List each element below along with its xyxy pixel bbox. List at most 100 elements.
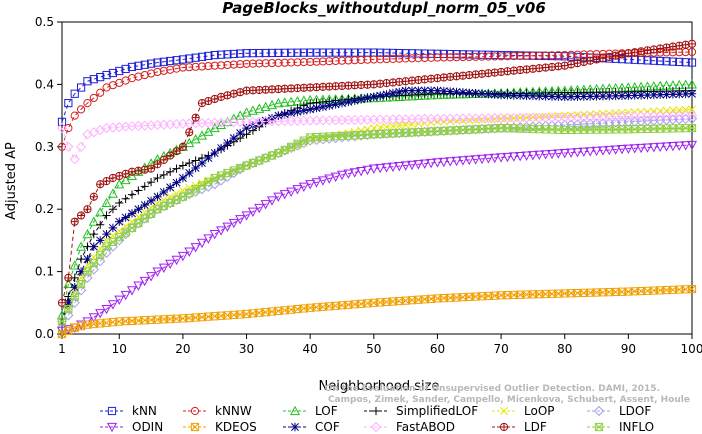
- data-point-LoOP: [688, 105, 696, 114]
- data-point-COF: [439, 86, 449, 96]
- data-point-kNNW: [146, 69, 156, 78]
- data-point-INFLO: [286, 142, 296, 151]
- data-point-COF: [76, 267, 86, 276]
- data-point-ODIN: [451, 156, 462, 167]
- legend-label: FastABOD: [396, 420, 455, 434]
- data-point-COF: [471, 89, 480, 98]
- data-point-ODIN: [655, 142, 666, 153]
- series-LDF: [57, 39, 697, 307]
- data-point-LOF: [413, 90, 424, 101]
- data-point-LOF: [260, 101, 271, 111]
- data-point-kNN: [159, 57, 168, 66]
- data-point-kNN: [649, 56, 658, 65]
- data-point-COF: [185, 168, 194, 178]
- series-line-LOF: [61, 83, 693, 316]
- legend-marker: [289, 405, 301, 416]
- x-tick-label: 40: [303, 342, 318, 356]
- data-point-kNNW: [57, 142, 67, 151]
- data-point-ODIN: [400, 161, 411, 171]
- data-point-ODIN: [114, 295, 125, 305]
- data-point-INFLO: [185, 188, 194, 198]
- data-point-LOF: [368, 92, 379, 103]
- data-point-LDF: [185, 128, 194, 137]
- data-point-FastABOD: [686, 110, 698, 121]
- series-kNNW: [57, 47, 697, 151]
- series-FastABOD: [56, 110, 698, 165]
- data-point-INFLO: [248, 158, 258, 168]
- data-point-kNNW: [299, 58, 308, 67]
- data-point-COF: [223, 138, 232, 148]
- data-point-kNNW: [420, 53, 429, 63]
- data-point-FastABOD: [69, 154, 80, 165]
- data-point-kNNW: [477, 52, 487, 61]
- data-point-LOF: [432, 89, 443, 100]
- data-point-COF: [598, 91, 608, 101]
- data-point-LoOP: [427, 118, 436, 127]
- data-point-COF: [369, 92, 379, 102]
- data-point-COF: [452, 87, 461, 97]
- data-point-kNN: [376, 48, 385, 57]
- legend-label: KDEOS: [215, 420, 257, 434]
- data-point-LOF: [426, 90, 437, 100]
- data-point-LDF: [617, 50, 627, 59]
- legend-marker: [190, 406, 200, 416]
- data-point-kNNW: [528, 51, 538, 60]
- data-point-INFLO: [96, 250, 105, 260]
- series-line-SimplifiedLOF: [61, 90, 693, 322]
- data-point-ODIN: [546, 149, 558, 160]
- data-point-SimplifiedLOF: [191, 156, 200, 165]
- data-point-ODIN: [445, 157, 456, 167]
- data-point-ODIN: [375, 163, 386, 174]
- data-point-INFLO: [153, 205, 162, 214]
- data-point-kNN: [96, 73, 105, 82]
- legend-label: LoOP: [524, 404, 555, 418]
- data-point-kNN: [172, 56, 181, 65]
- data-point-COF: [662, 90, 671, 99]
- data-point-LoOP: [395, 121, 404, 130]
- data-point-LOF: [76, 241, 87, 251]
- data-point-kNN: [681, 58, 690, 67]
- data-point-ODIN: [616, 145, 628, 155]
- data-point-kNNW: [369, 55, 378, 64]
- data-point-kNN: [344, 48, 353, 57]
- data-point-kNN: [166, 56, 175, 66]
- data-point-kNN: [687, 58, 697, 67]
- legend-marker: [370, 421, 382, 433]
- data-point-LoOP: [484, 115, 493, 124]
- data-point-COF: [261, 116, 270, 125]
- data-point-COF: [407, 86, 417, 95]
- data-point-kNNW: [395, 54, 404, 63]
- legend-marker: [107, 406, 117, 416]
- data-point-INFLO: [166, 198, 175, 208]
- series-line-LoOP: [61, 108, 693, 322]
- data-point-LDF: [108, 173, 118, 183]
- data-point-kNNW: [401, 54, 410, 63]
- data-point-kNNW: [280, 58, 289, 67]
- data-point-LDF: [159, 155, 168, 164]
- data-point-FastABOD: [63, 141, 74, 152]
- data-point-LOF: [438, 89, 449, 99]
- data-point-COF: [420, 86, 429, 95]
- data-point-INFLO: [140, 214, 149, 223]
- data-point-kNNW: [452, 53, 461, 62]
- data-point-COF: [95, 236, 105, 245]
- data-point-ODIN: [146, 272, 157, 282]
- data-point-COF: [496, 90, 506, 100]
- data-point-kNNW: [242, 59, 251, 68]
- data-point-ODIN: [636, 143, 647, 154]
- data-point-COF: [687, 89, 697, 98]
- data-point-kNNW: [458, 52, 468, 62]
- data-point-LoOP: [388, 122, 397, 131]
- legend-item-ODIN: ODIN: [100, 420, 163, 434]
- data-point-ODIN: [394, 162, 405, 172]
- data-point-COF: [242, 123, 251, 133]
- data-point-ODIN: [349, 168, 360, 178]
- data-point-LDF: [560, 61, 569, 70]
- data-point-ODIN: [597, 146, 608, 156]
- data-point-ODIN: [496, 153, 507, 163]
- data-point-COF: [649, 90, 659, 100]
- legend-marker: [499, 422, 509, 432]
- data-point-COF: [477, 89, 487, 98]
- data-point-COF: [146, 196, 156, 206]
- data-point-SimplifiedLOF: [102, 211, 111, 220]
